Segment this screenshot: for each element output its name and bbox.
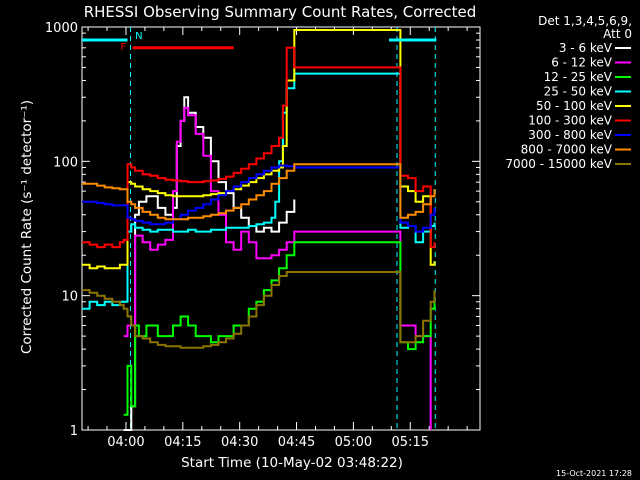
x-tick-label: 04:00	[107, 435, 144, 450]
plot-frame	[81, 26, 481, 431]
legend-label: 3 - 6 keV	[559, 41, 613, 55]
legend-label: 300 - 800 keV	[528, 128, 612, 142]
x-tick-label: 04:30	[221, 435, 258, 450]
legend-label: 7000 - 15000 keV	[505, 157, 612, 171]
y-tick-label: 1000	[45, 21, 78, 36]
x-axis-label: Start Time (10-May-02 03:48:22)	[181, 455, 403, 471]
legend-label: 800 - 7000 keV	[521, 143, 613, 157]
x-tick-label: 05:15	[392, 435, 429, 450]
x-tick-label: 04:45	[278, 435, 315, 450]
series-line	[82, 46, 436, 249]
y-tick-label: 10	[61, 290, 78, 305]
y-axis-label: Corrected Count Rate (s⁻¹ detector⁻¹)	[19, 100, 35, 354]
series-line	[123, 96, 296, 431]
y-tick-label: 100	[53, 155, 78, 170]
legend-header-attenuator: Att 0	[603, 27, 632, 41]
chart-title: RHESSI Observing Summary Count Rates, Co…	[84, 3, 477, 21]
legend-header-detectors: Det 1,3,4,5,6,9,	[538, 14, 632, 28]
x-tick-label: 05:00	[335, 435, 372, 450]
plot-layer: 1 10 100 1000 04:00 04:15 04:30 04:45 05:00 05:15…	[45, 21, 481, 450]
legend-label: 6 - 12 keV	[551, 56, 613, 70]
series-line	[123, 106, 432, 430]
flare-flag-label: F	[120, 42, 126, 53]
saa-flag-label: N	[135, 31, 142, 42]
x-tick-label: 04:15	[164, 435, 201, 450]
y-tick-label: 1	[70, 424, 78, 439]
legend-label: 50 - 100 keV	[536, 99, 613, 113]
series-line	[82, 164, 436, 233]
legend-label: 100 - 300 keV	[528, 114, 612, 128]
legend-label: 25 - 50 keV	[544, 85, 613, 99]
footer-timestamp: 15-Oct-2021 17:28	[556, 469, 632, 478]
series-line	[82, 271, 436, 349]
legend-label: 12 - 25 keV	[544, 70, 613, 84]
series-line	[82, 72, 436, 310]
series-line	[82, 163, 436, 221]
